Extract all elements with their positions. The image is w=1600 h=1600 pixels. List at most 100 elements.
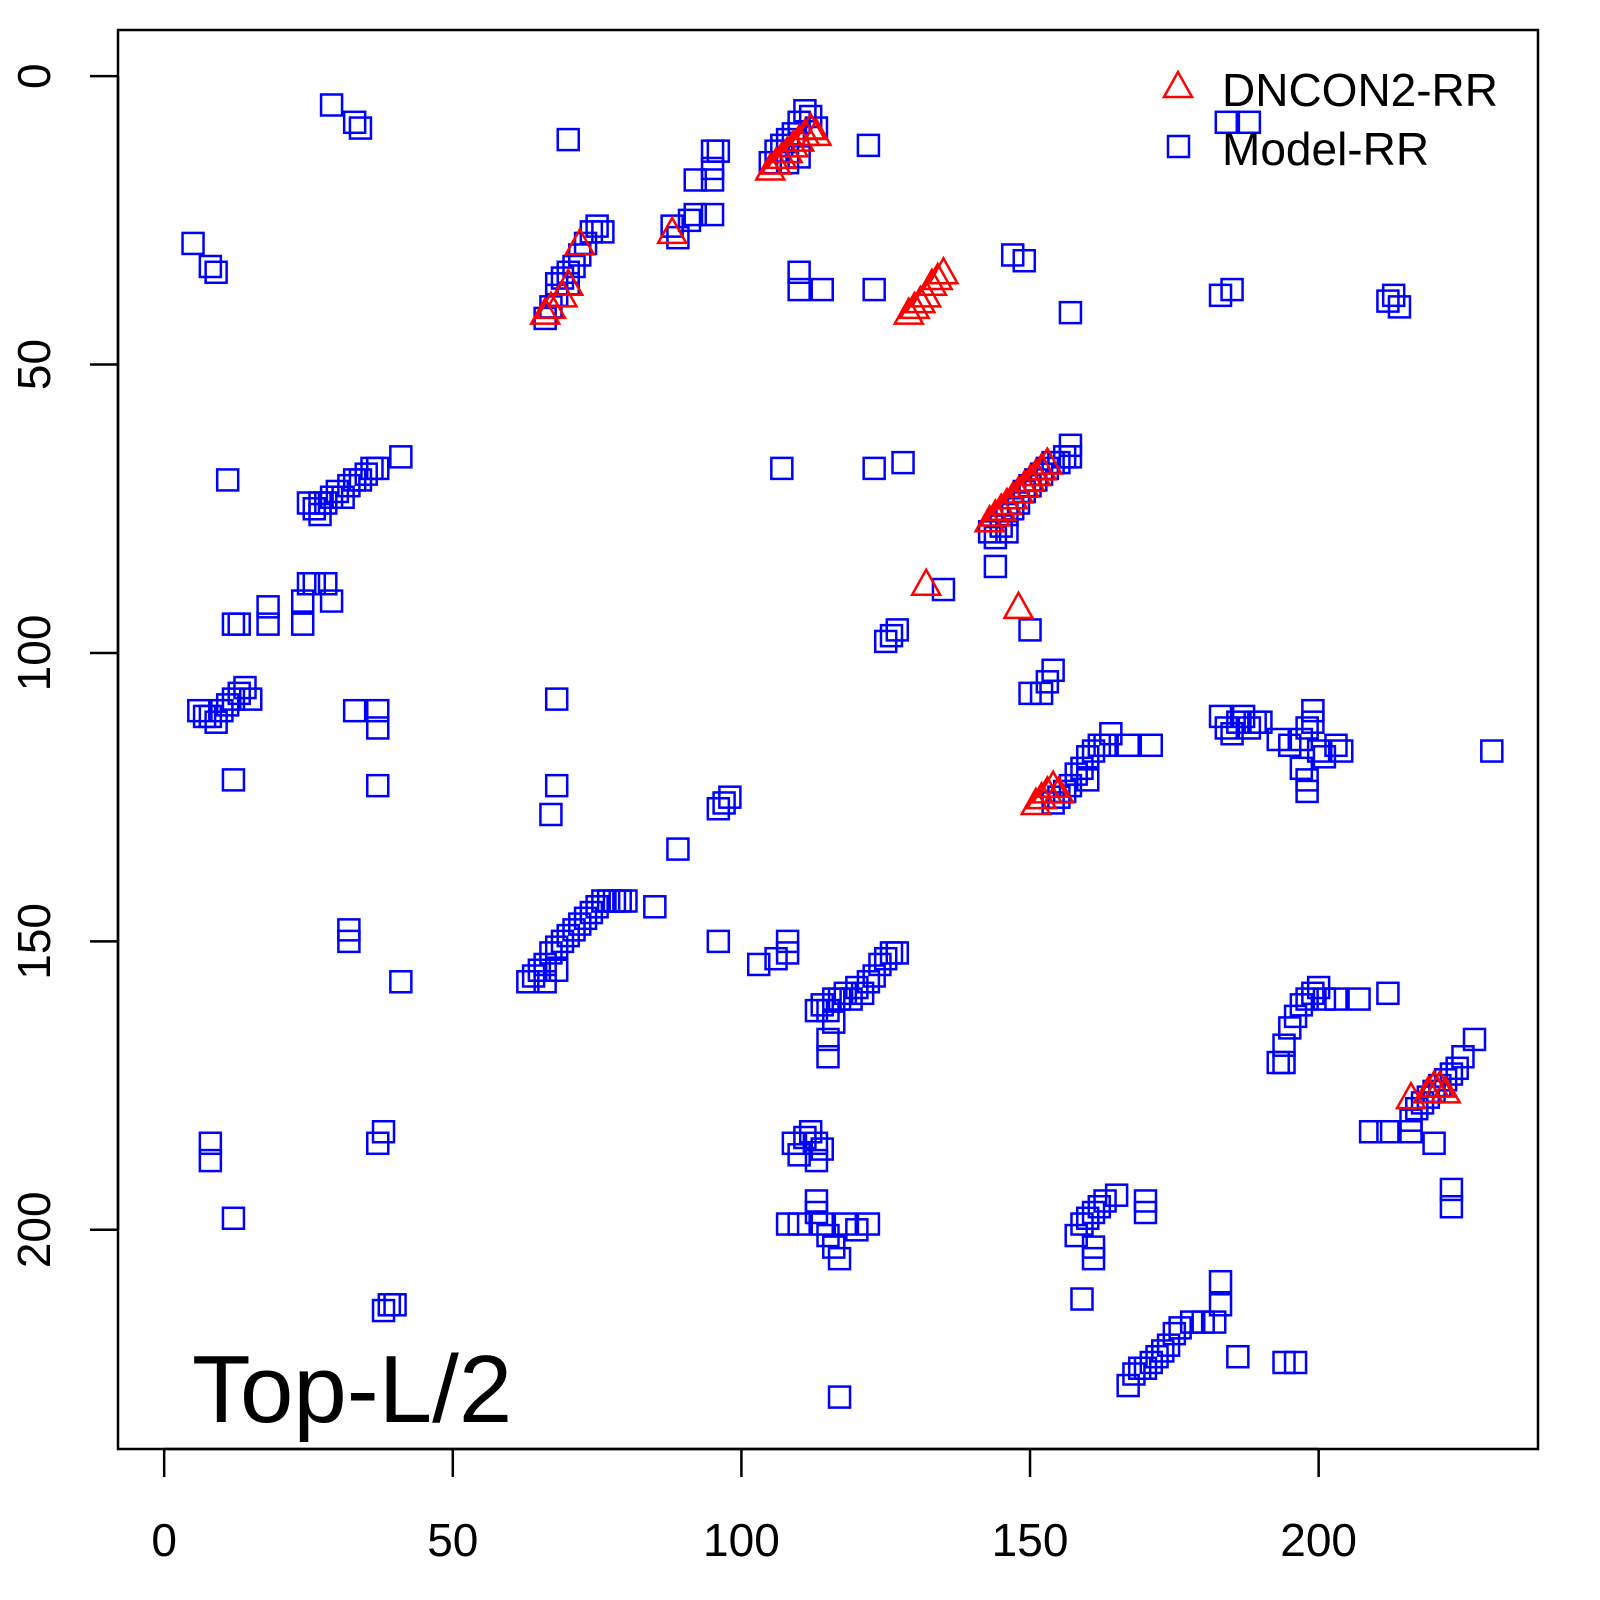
model-rr-point [342,110,367,135]
model-rr-point [366,773,390,798]
model-rr-point [221,1206,246,1231]
model-rr-point [198,254,223,279]
model-rr-point [746,952,771,977]
model-rr-point [1376,1119,1400,1144]
model-rr-point [1283,1350,1308,1375]
dncon2-rr-point [1042,774,1076,804]
model-rr-point [198,1148,223,1173]
model-rr-point [366,716,390,740]
model-rr-point [389,445,413,469]
model-rr-point [1289,756,1314,781]
legend-triangle-icon [1161,69,1195,99]
dncon2-rr-point [1025,451,1058,481]
model-rr-point [856,1212,881,1236]
model-rr-point [181,231,205,256]
dncon2-rr-point [921,261,954,291]
legend-label-dncon2: DNCON2-RR [1222,64,1498,116]
model-rr-point [1018,618,1042,642]
model-rr-point [314,572,338,596]
model-rr-point [1376,289,1400,313]
dncon2-rr-point [1412,1074,1445,1104]
model-rr-point [377,1293,402,1317]
legend-label-model: Model-RR [1222,123,1429,175]
model-rr-point [1226,1344,1250,1369]
legend: DNCON2-RR Model-RR [1161,64,1498,175]
model-rr-point [319,93,344,117]
model-rr-point [1358,1119,1383,1144]
x-tick-label: 150 [992,1514,1069,1566]
model-rr-point [706,139,731,163]
model-rr-point [1202,1310,1227,1334]
model-rr-point [706,796,731,821]
model-rr-point [1139,733,1164,758]
model-rr-point [591,220,615,244]
model-rr-point [556,127,580,152]
model-rr-point [1376,981,1400,1006]
dncon2-rr-point [927,255,960,285]
model-rr-point [319,589,344,613]
model-rr-point [348,116,373,140]
model-rr-point [256,595,280,619]
model-rr-point [1220,277,1244,302]
model-rr-point [1329,739,1354,763]
model-rr-point [1347,987,1371,1011]
model-rr-point [1249,710,1273,734]
model-rr-point [1214,110,1239,135]
y-tick-label: 100 [8,615,60,692]
model-rr-point [1058,445,1083,469]
dncon2-rr-point [1036,769,1070,798]
model-rr-point [1081,1246,1106,1271]
dncon2-rr-point [904,284,937,314]
model-rr-point [585,214,609,238]
model-rr-point [862,277,886,302]
model-rr-point [787,277,811,302]
model-rr-point [366,456,390,481]
dncon2-rr-point [1031,446,1064,475]
model-rr-point [239,687,263,711]
model-rr-point [1295,779,1319,804]
model-rr-point [885,941,910,965]
dncon2-rr-point [563,226,596,256]
model-rr-point [1070,1287,1094,1311]
model-rr-point [804,1131,829,1156]
dncon2-rr-point [909,567,943,597]
dncon2-rr-point [800,117,833,147]
model-rr-point [879,623,904,648]
dncon2-rr-point [552,267,585,297]
x-tick-label: 200 [1280,1514,1357,1566]
model-rr-point [683,202,707,227]
y-tick-label: 50 [8,339,60,390]
model-rr-point [666,837,690,861]
model-rr-point [816,1027,840,1052]
model-rr-point [891,450,915,475]
model-rr-point [1237,110,1262,135]
model-rr-point [775,929,800,954]
model-rr-point [1324,733,1348,758]
dncon2-rr-point [656,215,689,245]
model-rr-point [1324,987,1348,1011]
model-rr-point [1104,1183,1129,1207]
model-rr-point [1301,710,1325,734]
model-rr-point [308,491,332,515]
model-rr-point [366,698,390,723]
x-tick-label: 50 [427,1514,478,1566]
model-rr-point [389,970,413,994]
model-rr-point [1208,1293,1233,1317]
model-rr-point [804,1148,829,1173]
model-rr-point [1295,716,1319,740]
model-rr-point [539,802,563,827]
model-rr-point [712,791,736,815]
model-rr-point [862,456,886,481]
model-rr-point [810,277,834,302]
dncon2-rr-point [1002,590,1035,620]
model-rr-point [643,895,667,919]
model-rr-point [1422,1131,1446,1156]
model-rr-point [1208,1269,1233,1294]
x-tick-label: 0 [151,1514,177,1566]
model-rr-point [1012,248,1037,273]
x-tick-label: 100 [703,1514,780,1566]
model-rr-point [544,687,569,711]
dncon2-rr-point [1423,1069,1457,1098]
model-rr-point [342,698,367,723]
